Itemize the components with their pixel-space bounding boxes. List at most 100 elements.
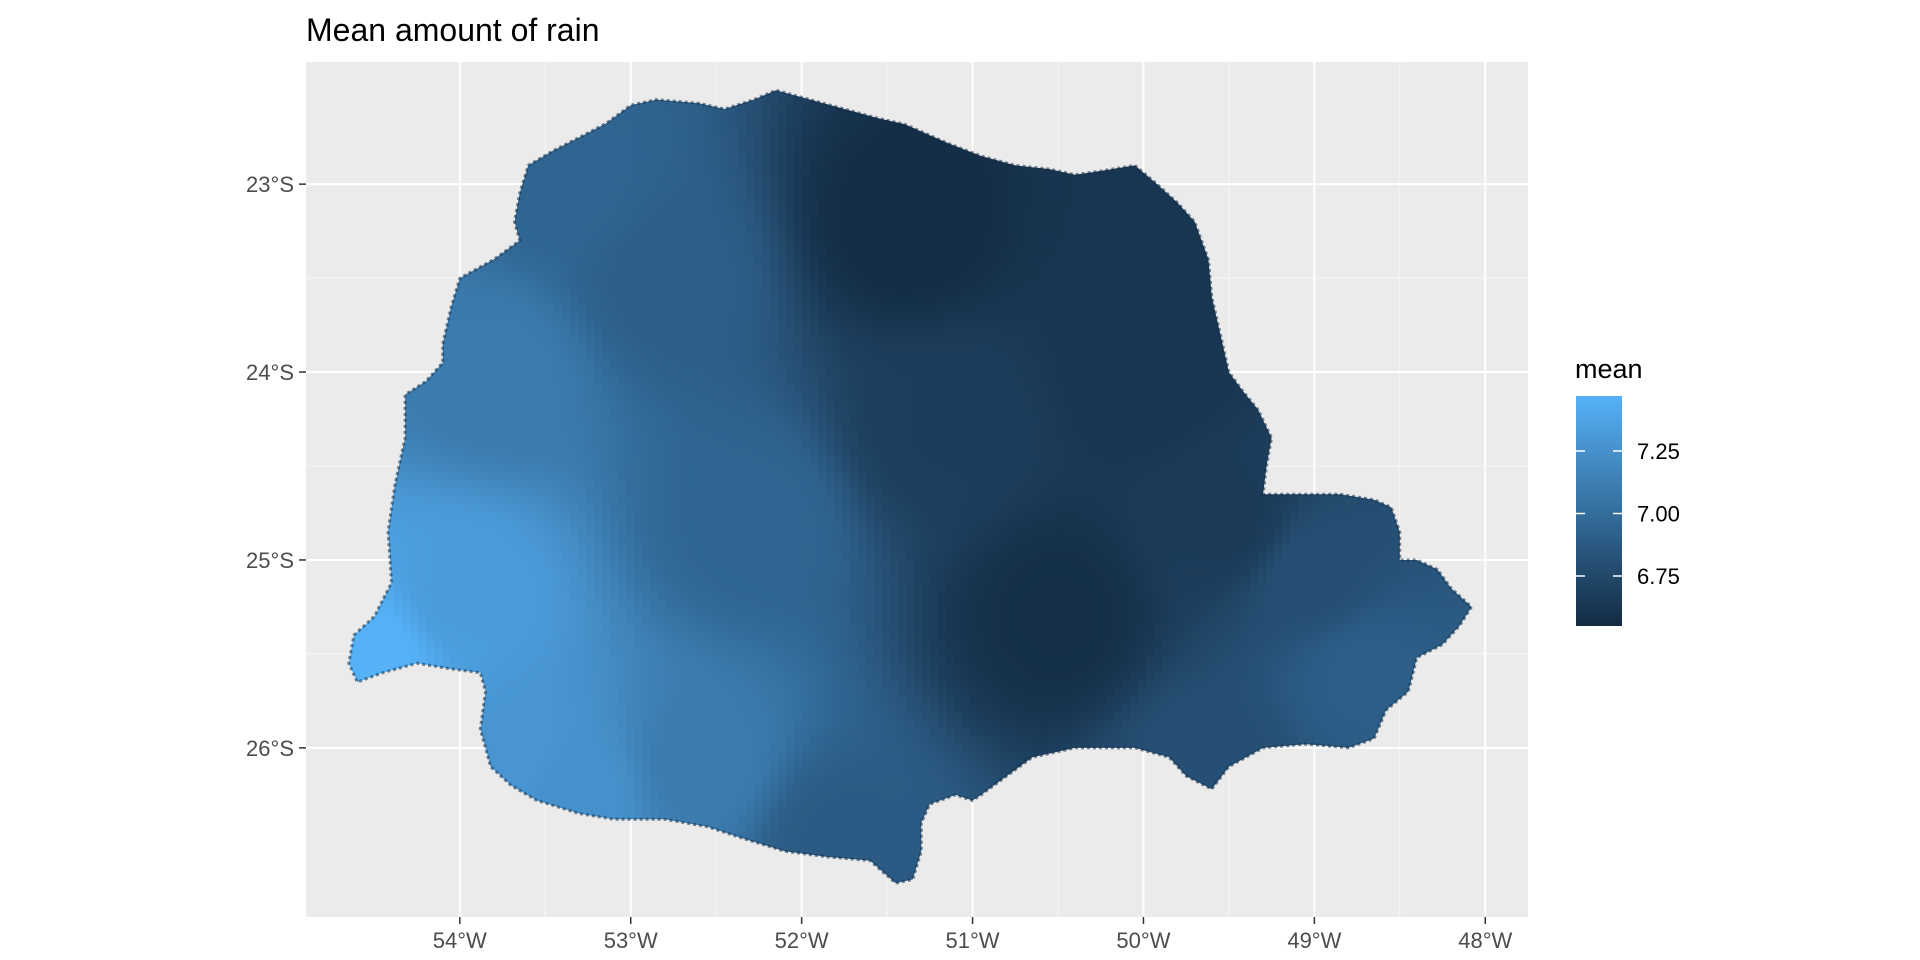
surface-cell: [722, 264, 731, 273]
surface-cell: [730, 240, 739, 249]
surface-cell: [1194, 312, 1203, 321]
surface-cell: [546, 216, 555, 225]
surface-cell: [650, 128, 659, 137]
surface-cell: [530, 248, 539, 257]
surface-cell: [786, 136, 795, 145]
surface-cell: [818, 160, 827, 169]
surface-cell: [562, 280, 571, 289]
surface-cell: [546, 328, 555, 337]
surface-cell: [1050, 208, 1059, 217]
surface-cell: [994, 256, 1003, 265]
surface-cell: [882, 168, 891, 177]
surface-cell: [682, 120, 691, 129]
surface-cell: [1074, 248, 1083, 257]
surface-cell: [1162, 344, 1171, 353]
surface-cell: [674, 328, 683, 337]
surface-cell: [1082, 264, 1091, 273]
surface-cell: [1178, 312, 1187, 321]
surface-cell: [762, 200, 771, 209]
surface-cell: [578, 184, 587, 193]
surface-cell: [882, 264, 891, 273]
surface-cell: [618, 128, 627, 137]
surface-cell: [842, 280, 851, 289]
surface-cell: [938, 208, 947, 217]
surface-cell: [666, 272, 675, 281]
surface-cell: [906, 312, 915, 321]
surface-cell: [506, 336, 515, 345]
surface-cell: [802, 328, 811, 337]
surface-cell: [802, 320, 811, 329]
surface-cell: [1026, 216, 1035, 225]
surface-cell: [562, 320, 571, 329]
surface-cell: [874, 224, 883, 233]
surface-cell: [762, 288, 771, 297]
surface-cell: [1026, 192, 1035, 201]
surface-cell: [586, 176, 595, 185]
surface-cell: [746, 312, 755, 321]
surface-cell: [650, 120, 659, 129]
surface-cell: [954, 352, 963, 361]
surface-cell: [730, 256, 739, 265]
surface-cell: [1074, 336, 1083, 345]
surface-cell: [906, 280, 915, 289]
surface-cell: [650, 280, 659, 289]
surface-cell: [754, 144, 763, 153]
surface-cell: [530, 168, 539, 177]
surface-cell: [1098, 312, 1107, 321]
surface-cell: [578, 240, 587, 249]
surface-cell: [1210, 328, 1219, 337]
surface-cell: [642, 352, 651, 361]
surface-cell: [674, 112, 683, 121]
surface-cell: [506, 320, 515, 329]
surface-cell: [554, 256, 563, 265]
surface-cell: [1042, 200, 1051, 209]
surface-cell: [938, 176, 947, 185]
surface-cell: [994, 352, 1003, 361]
surface-cell: [938, 224, 947, 233]
surface-cell: [914, 296, 923, 305]
surface-cell: [898, 280, 907, 289]
surface-cell: [954, 296, 963, 305]
surface-cell: [514, 288, 523, 297]
surface-cell: [1010, 208, 1019, 217]
surface-cell: [938, 216, 947, 225]
surface-cell: [794, 96, 803, 105]
surface-cell: [1026, 176, 1035, 185]
surface-cell: [1034, 336, 1043, 345]
surface-cell: [922, 168, 931, 177]
surface-cell: [930, 168, 939, 177]
surface-cell: [514, 344, 523, 353]
surface-cell: [1082, 280, 1091, 289]
surface-cell: [650, 200, 659, 209]
surface-cell: [1114, 256, 1123, 265]
surface-cell: [818, 304, 827, 313]
surface-cell: [1018, 288, 1027, 297]
surface-cell: [778, 112, 787, 121]
surface-cell: [906, 168, 915, 177]
surface-cell: [786, 272, 795, 281]
surface-cell: [690, 152, 699, 161]
surface-cell: [626, 208, 635, 217]
surface-cell: [674, 136, 683, 145]
surface-cell: [538, 256, 547, 265]
surface-cell: [634, 240, 643, 249]
surface-cell: [674, 152, 683, 161]
surface-cell: [1218, 352, 1227, 361]
surface-cell: [1018, 312, 1027, 321]
surface-cell: [778, 232, 787, 241]
surface-cell: [970, 200, 979, 209]
surface-cell: [666, 312, 675, 321]
surface-cell: [946, 240, 955, 249]
surface-cell: [706, 152, 715, 161]
surface-cell: [1066, 336, 1075, 345]
surface-cell: [570, 272, 579, 281]
surface-cell: [1002, 288, 1011, 297]
surface-cell: [706, 128, 715, 137]
surface-cell: [866, 248, 875, 257]
surface-cell: [994, 312, 1003, 321]
surface-cell: [490, 256, 499, 265]
surface-cell: [1010, 248, 1019, 257]
surface-cell: [1210, 312, 1219, 321]
surface-cell: [658, 256, 667, 265]
surface-cell: [818, 112, 827, 121]
